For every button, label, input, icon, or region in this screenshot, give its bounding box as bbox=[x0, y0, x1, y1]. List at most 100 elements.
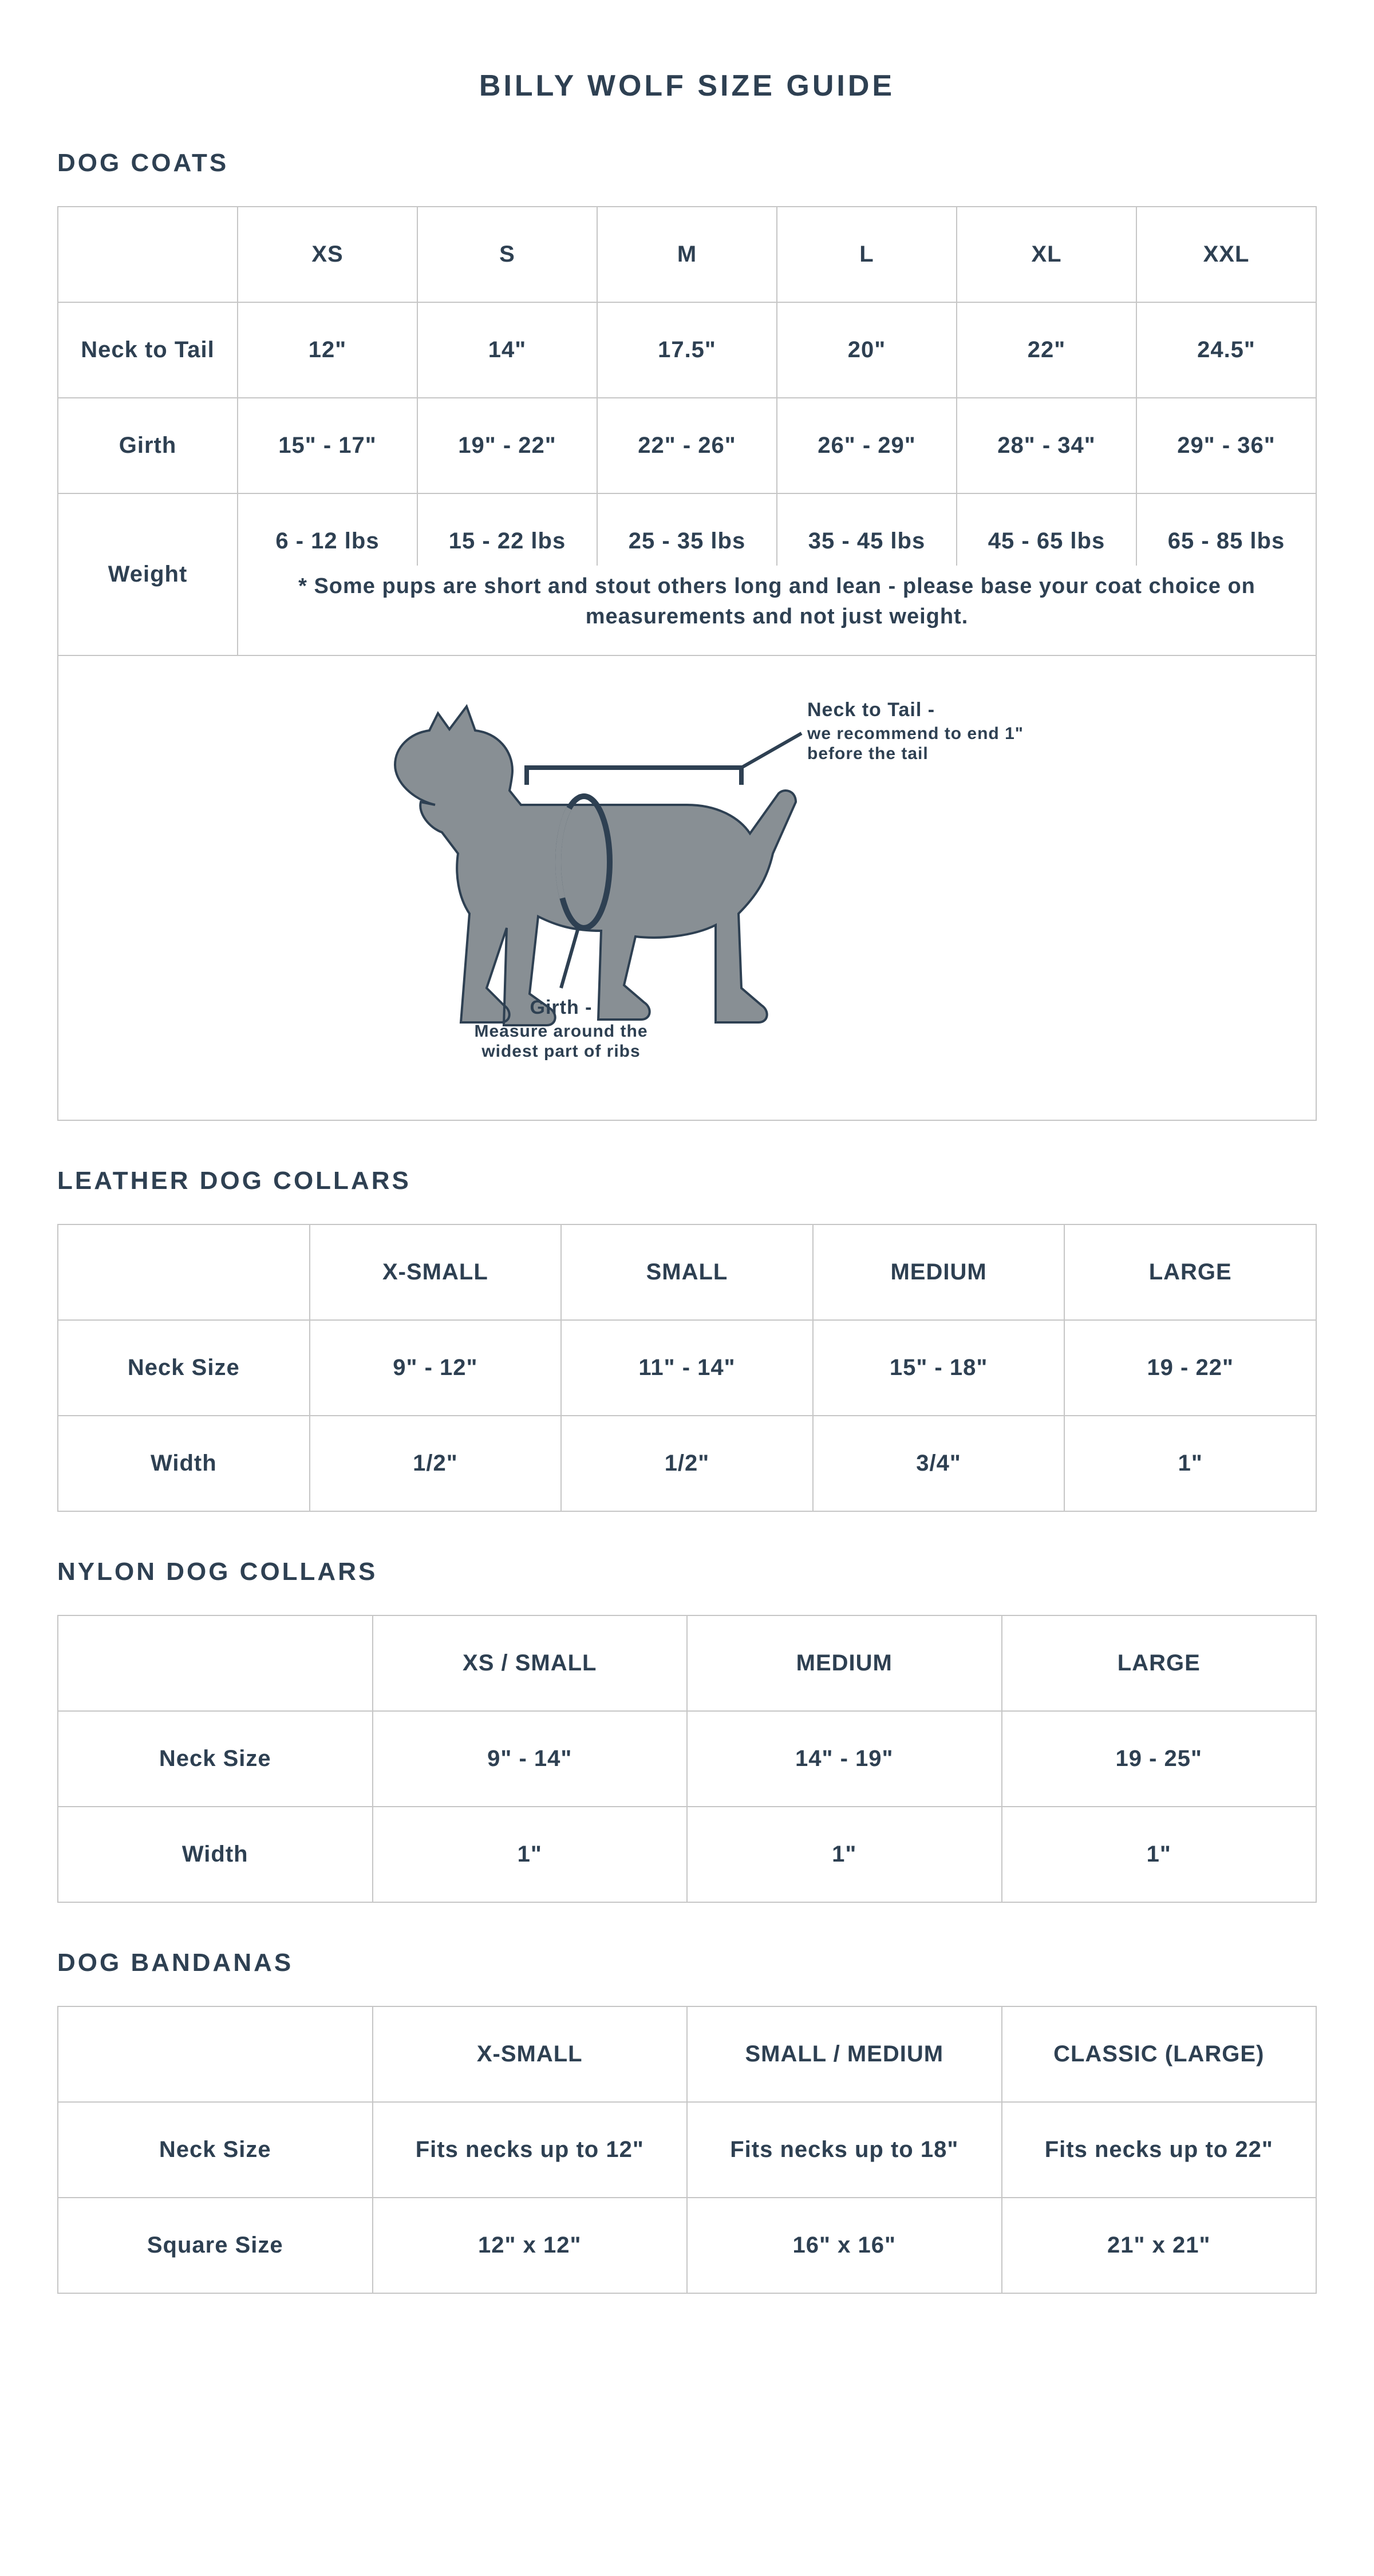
cell: 12" bbox=[238, 302, 417, 398]
table-row: XS / SMALL MEDIUM LARGE bbox=[58, 1615, 1316, 1711]
col-header: SMALL bbox=[561, 1224, 813, 1320]
cell: 16" x 16" bbox=[687, 2198, 1002, 2293]
col-header: XXL bbox=[1136, 207, 1316, 302]
table-row: Neck Size 9" - 12" 11" - 14" 15" - 18" 1… bbox=[58, 1320, 1316, 1416]
bandanas-table: X-SMALL SMALL / MEDIUM CLASSIC (LARGE) N… bbox=[57, 2006, 1317, 2294]
cell: 25 - 35 lbs bbox=[597, 493, 777, 566]
cell: 3/4" bbox=[813, 1416, 1065, 1511]
measurement-diagram: Neck to Tail - we recommend to end 1" be… bbox=[58, 655, 1316, 1120]
table-row: Neck Size Fits necks up to 12" Fits neck… bbox=[58, 2102, 1316, 2198]
cell: 9" - 14" bbox=[373, 1711, 688, 1807]
cell: 19 - 25" bbox=[1002, 1711, 1317, 1807]
cell: 1" bbox=[373, 1807, 688, 1902]
col-header: L bbox=[777, 207, 957, 302]
dog-coats-title: DOG COATS bbox=[57, 149, 1317, 177]
cell: 1" bbox=[1002, 1807, 1317, 1902]
col-header: CLASSIC (LARGE) bbox=[1002, 2006, 1317, 2102]
row-label: Width bbox=[58, 1416, 310, 1511]
col-header: XS / SMALL bbox=[373, 1615, 688, 1711]
bandanas-title: DOG BANDANAS bbox=[57, 1949, 1317, 1977]
row-label: Neck Size bbox=[58, 1711, 373, 1807]
svg-text:widest part of ribs: widest part of ribs bbox=[481, 1042, 640, 1061]
cell: Fits necks up to 12" bbox=[373, 2102, 688, 2198]
cell: 17.5" bbox=[597, 302, 777, 398]
cell: 15 - 22 lbs bbox=[417, 493, 597, 566]
cell: 1/2" bbox=[561, 1416, 813, 1511]
row-label: Square Size bbox=[58, 2198, 373, 2293]
cell: 15" - 18" bbox=[813, 1320, 1065, 1416]
row-label: Weight bbox=[58, 493, 238, 655]
col-header: LARGE bbox=[1064, 1224, 1316, 1320]
col-header: SMALL / MEDIUM bbox=[687, 2006, 1002, 2102]
dog-diagram-icon: Neck to Tail - we recommend to end 1" be… bbox=[315, 685, 1059, 1085]
cell: 28" - 34" bbox=[957, 398, 1136, 493]
nylon-collars-table: XS / SMALL MEDIUM LARGE Neck Size 9" - 1… bbox=[57, 1615, 1317, 1903]
table-row: Weight 6 - 12 lbs 15 - 22 lbs 25 - 35 lb… bbox=[58, 493, 1316, 566]
table-row: Neck to Tail 12" 14" 17.5" 20" 22" 24.5" bbox=[58, 302, 1316, 398]
table-row: Width 1/2" 1/2" 3/4" 1" bbox=[58, 1416, 1316, 1511]
table-row: Neck Size 9" - 14" 14" - 19" 19 - 25" bbox=[58, 1711, 1316, 1807]
cell: 21" x 21" bbox=[1002, 2198, 1317, 2293]
table-row: Neck to Tail - we recommend to end 1" be… bbox=[58, 655, 1316, 1120]
row-label: Width bbox=[58, 1807, 373, 1902]
svg-text:before the tail: before the tail bbox=[807, 744, 929, 763]
cell: 24.5" bbox=[1136, 302, 1316, 398]
col-header: MEDIUM bbox=[687, 1615, 1002, 1711]
cell: 1" bbox=[1064, 1416, 1316, 1511]
cell: 15" - 17" bbox=[238, 398, 417, 493]
dog-coats-table: XS S M L XL XXL Neck to Tail 12" 14" 17.… bbox=[57, 206, 1317, 1121]
cell: 45 - 65 lbs bbox=[957, 493, 1136, 566]
table-row: * Some pups are short and stout others l… bbox=[58, 566, 1316, 655]
cell: 1/2" bbox=[310, 1416, 562, 1511]
cell: 12" x 12" bbox=[373, 2198, 688, 2293]
empty-header bbox=[58, 1615, 373, 1711]
cell: 1" bbox=[687, 1807, 1002, 1902]
cell: Fits necks up to 18" bbox=[687, 2102, 1002, 2198]
cell: 11" - 14" bbox=[561, 1320, 813, 1416]
cell: 14" bbox=[417, 302, 597, 398]
leather-collars-title: LEATHER DOG COLLARS bbox=[57, 1167, 1317, 1195]
cell: 6 - 12 lbs bbox=[238, 493, 417, 566]
row-label: Neck Size bbox=[58, 1320, 310, 1416]
col-header: XS bbox=[238, 207, 417, 302]
weight-note: * Some pups are short and stout others l… bbox=[238, 566, 1316, 655]
cell: 19" - 22" bbox=[417, 398, 597, 493]
col-header: X-SMALL bbox=[373, 2006, 688, 2102]
cell: 29" - 36" bbox=[1136, 398, 1316, 493]
cell: Fits necks up to 22" bbox=[1002, 2102, 1317, 2198]
nylon-collars-title: NYLON DOG COLLARS bbox=[57, 1558, 1317, 1586]
table-row: Square Size 12" x 12" 16" x 16" 21" x 21… bbox=[58, 2198, 1316, 2293]
table-row: XS S M L XL XXL bbox=[58, 207, 1316, 302]
row-label: Neck Size bbox=[58, 2102, 373, 2198]
table-row: X-SMALL SMALL / MEDIUM CLASSIC (LARGE) bbox=[58, 2006, 1316, 2102]
cell: 14" - 19" bbox=[687, 1711, 1002, 1807]
table-row: Girth 15" - 17" 19" - 22" 22" - 26" 26" … bbox=[58, 398, 1316, 493]
table-row: Width 1" 1" 1" bbox=[58, 1807, 1316, 1902]
col-header: X-SMALL bbox=[310, 1224, 562, 1320]
col-header: LARGE bbox=[1002, 1615, 1317, 1711]
svg-text:Neck to Tail -: Neck to Tail - bbox=[807, 699, 935, 721]
cell: 19 - 22" bbox=[1064, 1320, 1316, 1416]
cell: 65 - 85 lbs bbox=[1136, 493, 1316, 566]
empty-header bbox=[58, 207, 238, 302]
leather-collars-table: X-SMALL SMALL MEDIUM LARGE Neck Size 9" … bbox=[57, 1224, 1317, 1512]
empty-header bbox=[58, 2006, 373, 2102]
row-label: Neck to Tail bbox=[58, 302, 238, 398]
row-label: Girth bbox=[58, 398, 238, 493]
col-header: XL bbox=[957, 207, 1136, 302]
cell: 22" bbox=[957, 302, 1136, 398]
svg-text:Measure around the: Measure around the bbox=[474, 1022, 647, 1041]
cell: 9" - 12" bbox=[310, 1320, 562, 1416]
page-title: BILLY WOLF SIZE GUIDE bbox=[57, 69, 1317, 103]
table-row: X-SMALL SMALL MEDIUM LARGE bbox=[58, 1224, 1316, 1320]
col-header: MEDIUM bbox=[813, 1224, 1065, 1320]
cell: 26" - 29" bbox=[777, 398, 957, 493]
col-header: M bbox=[597, 207, 777, 302]
svg-text:we recommend to end 1": we recommend to end 1" bbox=[807, 724, 1024, 743]
empty-header bbox=[58, 1224, 310, 1320]
cell: 20" bbox=[777, 302, 957, 398]
cell: 35 - 45 lbs bbox=[777, 493, 957, 566]
col-header: S bbox=[417, 207, 597, 302]
cell: 22" - 26" bbox=[597, 398, 777, 493]
svg-text:Girth -: Girth - bbox=[530, 997, 593, 1018]
